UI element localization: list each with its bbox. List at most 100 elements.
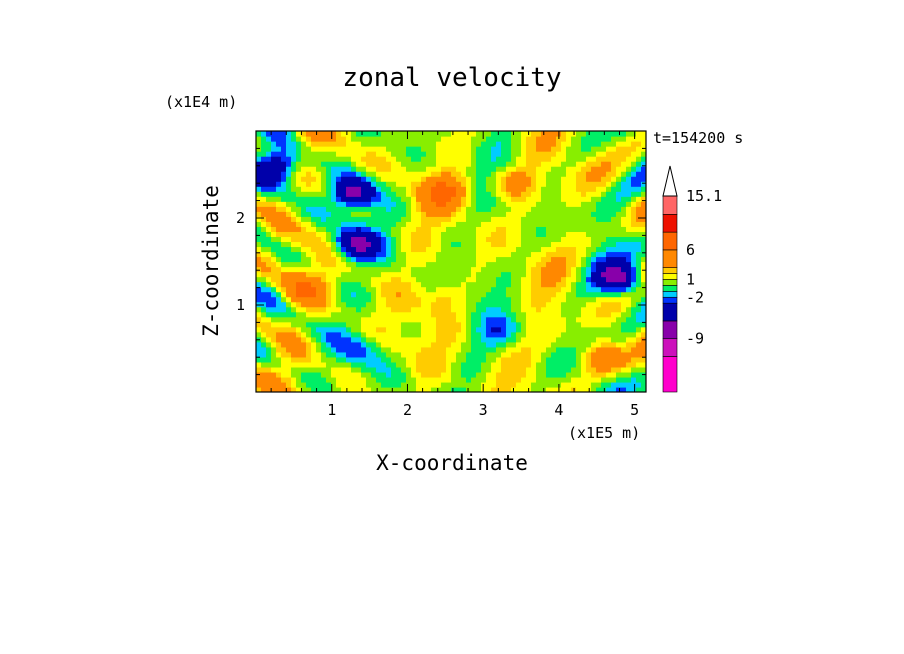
field-cell [546,281,552,288]
field-cell [491,341,497,348]
field-cell [471,206,477,212]
field-cell [341,346,347,353]
field-cell [411,146,417,152]
field-cell [466,261,472,268]
field-cell [436,386,442,392]
field-cell [321,186,327,192]
field-cell [276,246,282,253]
field-cell [511,166,517,172]
field-cell [401,251,407,258]
field-cell [351,301,357,308]
field-cell [306,266,312,273]
field-cell [586,306,592,313]
field-cell [601,216,607,222]
field-cell [586,381,592,388]
field-cell [471,216,477,222]
field-cell [516,141,522,147]
field-cell [486,256,492,263]
field-cell [536,161,542,167]
field-cell [546,191,552,197]
field-cell [551,276,557,283]
field-cell [591,386,597,392]
field-cell [466,196,472,202]
field-cell [331,231,337,237]
field-cell [481,311,487,318]
field-cell [501,231,507,237]
field-cell [291,371,297,378]
field-cell [576,181,582,187]
field-cell [381,371,387,378]
field-cell [501,161,507,167]
field-cell [441,186,447,192]
field-cell [576,186,582,192]
field-cell [556,311,562,318]
field-cell [491,296,497,303]
field-cell [456,196,462,202]
field-cell [626,241,632,248]
field-cell [451,246,457,253]
field-cell [621,321,627,328]
field-cell [536,206,542,212]
field-cell [621,151,627,157]
field-cell [441,181,447,187]
field-cell [336,186,342,192]
field-cell [421,381,427,388]
field-cell [436,301,442,308]
field-cell [331,386,337,392]
field-cell [406,166,412,172]
field-cell [501,181,507,187]
field-cell [261,386,267,392]
field-cell [516,221,522,227]
field-cell [401,206,407,212]
field-cell [486,191,492,197]
field-cell [631,341,637,348]
field-cell [376,241,382,248]
field-cell [416,226,422,232]
field-cell [331,331,337,338]
field-cell [451,366,457,373]
field-cell [546,341,552,348]
field-cell [331,131,337,137]
field-cell [641,266,646,273]
field-cell [501,366,507,373]
field-cell [451,131,457,137]
field-cell [466,306,472,313]
field-cell [376,291,382,298]
field-cell [541,276,547,283]
field-cell [386,326,392,333]
field-cell [386,136,392,142]
field-cell [606,321,612,328]
field-cell [606,161,612,167]
field-cell [436,291,442,298]
field-cell [391,156,397,162]
field-cell [406,236,412,243]
field-cell [256,386,262,392]
field-cell [401,301,407,308]
field-cell [396,386,402,392]
field-cell [546,201,552,207]
field-cell [501,226,507,232]
field-cell [601,321,607,328]
field-cell [626,346,632,353]
field-cell [606,201,612,207]
field-cell [501,246,507,253]
field-cell [431,166,437,172]
field-cell [416,346,422,353]
field-cell [366,141,372,147]
field-cell [321,241,327,248]
field-cell [256,326,262,333]
field-cell [456,246,462,253]
field-cell [601,351,607,358]
field-cell [436,141,442,147]
field-cell [266,231,272,237]
field-cell [446,281,452,288]
field-cell [471,136,477,142]
field-cell [346,346,352,353]
field-cell [496,136,502,142]
field-cell [441,291,447,298]
field-cell [256,291,262,298]
field-cell [361,221,367,227]
field-cell [306,206,312,212]
field-cell [351,141,357,147]
field-cell [276,361,282,368]
